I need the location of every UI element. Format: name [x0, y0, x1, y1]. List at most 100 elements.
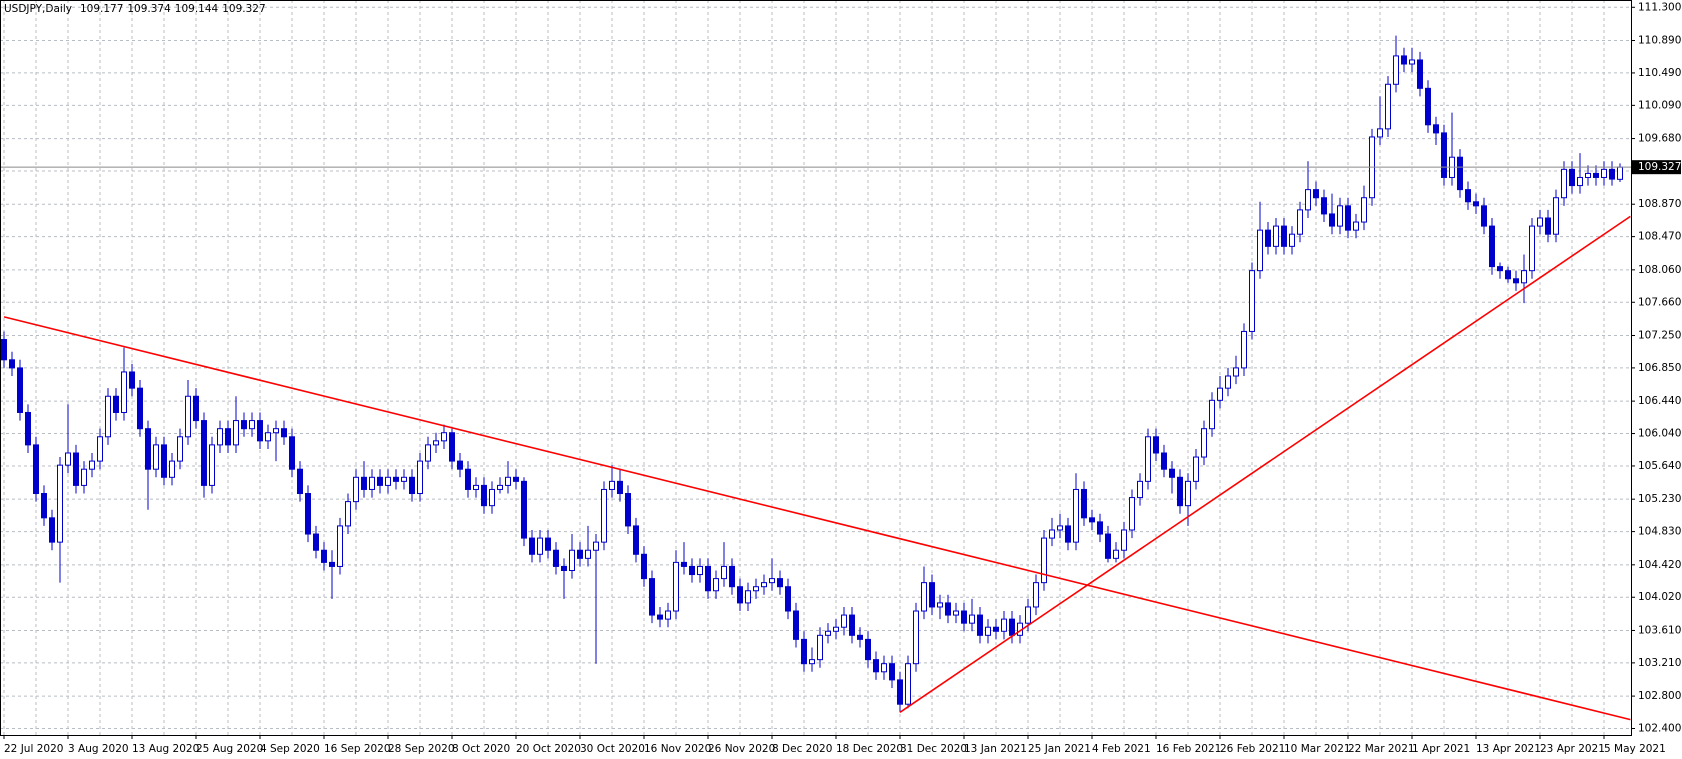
candle-body	[1577, 176, 1583, 187]
candle-body	[1065, 525, 1071, 543]
candle-body	[849, 614, 855, 636]
candle-body	[929, 582, 935, 608]
candle-body	[1073, 488, 1079, 543]
candle-body	[1409, 59, 1415, 65]
candle-body	[593, 541, 599, 551]
candle-body	[185, 395, 191, 438]
last-close: 109.327	[222, 3, 265, 15]
candle-body	[1441, 132, 1447, 178]
candle-body	[1489, 225, 1495, 268]
candle-body	[817, 634, 823, 661]
candle-body	[713, 578, 719, 592]
x-tick-label: 10 Mar 2021	[1284, 743, 1351, 755]
candle-body	[1177, 476, 1183, 507]
candle-body	[1041, 537, 1047, 584]
candle-body	[1417, 59, 1423, 89]
candle-body	[313, 533, 319, 551]
candle-body	[1353, 221, 1359, 231]
x-tick-label: 18 Dec 2020	[836, 743, 903, 755]
candle-body	[1385, 83, 1391, 130]
candle-body	[985, 626, 991, 636]
candle-body	[1225, 375, 1231, 389]
y-tick-label: 108.470	[1638, 231, 1681, 243]
candle-body	[449, 432, 455, 462]
last-open: 109.177	[80, 3, 123, 15]
candle-body	[217, 428, 223, 446]
candle-body	[297, 468, 303, 495]
candle-body	[537, 537, 543, 555]
candle-body	[401, 476, 407, 482]
y-tick-label: 104.830	[1638, 526, 1681, 538]
candle-body	[113, 395, 119, 413]
candle-body	[1473, 201, 1479, 207]
candle-body	[785, 586, 791, 612]
candle-body	[249, 420, 255, 430]
candle-body	[641, 553, 647, 580]
y-tick-label: 106.850	[1638, 362, 1681, 374]
candle-body	[1257, 229, 1263, 272]
y-tick-label: 111.300	[1638, 1, 1681, 13]
price-label-box	[1632, 160, 1681, 175]
y-tick-label: 110.090	[1638, 99, 1681, 111]
candle-body	[905, 663, 911, 705]
candle-body	[209, 444, 215, 486]
candle-body	[689, 565, 695, 576]
candle-body	[105, 395, 111, 438]
candle-body	[153, 444, 159, 470]
candle-body	[1105, 533, 1111, 559]
y-tick-label: 106.040	[1638, 428, 1681, 440]
candle-body	[801, 638, 807, 665]
candle-body	[129, 371, 135, 389]
candle-body	[385, 476, 391, 486]
candle-body	[1161, 452, 1167, 470]
candle-body	[1297, 209, 1303, 235]
y-tick-label: 105.640	[1638, 460, 1681, 472]
candle-body	[97, 436, 103, 462]
x-tick-label: 3 Aug 2020	[68, 743, 129, 755]
candle-body	[497, 484, 503, 490]
candle-body	[433, 440, 439, 446]
candle-body	[913, 610, 919, 665]
candle-body	[945, 602, 951, 616]
candle-body	[1049, 529, 1055, 539]
trendline	[899, 215, 1631, 713]
candle-body	[745, 590, 751, 604]
candle-body	[481, 484, 487, 507]
candle-body	[857, 634, 863, 640]
candle-body	[337, 525, 343, 567]
candle-body	[233, 420, 239, 446]
x-tick-label: 28 Sep 2020	[388, 743, 455, 755]
price-label: 109.327	[1638, 161, 1681, 173]
candle-body	[1345, 205, 1351, 231]
candle-body	[1289, 233, 1295, 247]
candle-body	[809, 659, 815, 665]
candle-body	[1137, 480, 1143, 499]
candle-body	[921, 582, 927, 612]
y-tick-label: 108.060	[1638, 264, 1681, 276]
candle-body	[1593, 172, 1599, 178]
candle-body	[649, 578, 655, 616]
candle-body	[457, 460, 463, 470]
candle-body	[1185, 480, 1191, 507]
candle-body	[1361, 197, 1367, 223]
x-tick-label: 16 Nov 2020	[644, 743, 711, 755]
y-tick-label: 104.420	[1638, 559, 1681, 571]
candle-body	[345, 501, 351, 527]
y-tick-label: 109.680	[1638, 133, 1681, 145]
candle-body	[441, 432, 447, 442]
candle-body	[17, 367, 23, 413]
candle-body	[513, 476, 519, 482]
candle-body	[329, 561, 335, 567]
candle-body	[769, 578, 775, 584]
trendline	[3, 316, 1631, 721]
candle-body	[1193, 456, 1199, 482]
candle-body	[425, 444, 431, 462]
candle-body	[993, 626, 999, 632]
candle-body	[1, 339, 7, 361]
candle-body	[361, 476, 367, 490]
candle-body	[1145, 436, 1151, 482]
candle-body	[1561, 168, 1567, 199]
candle-body	[585, 549, 591, 559]
x-tick-label: 30 Oct 2020	[580, 743, 645, 755]
